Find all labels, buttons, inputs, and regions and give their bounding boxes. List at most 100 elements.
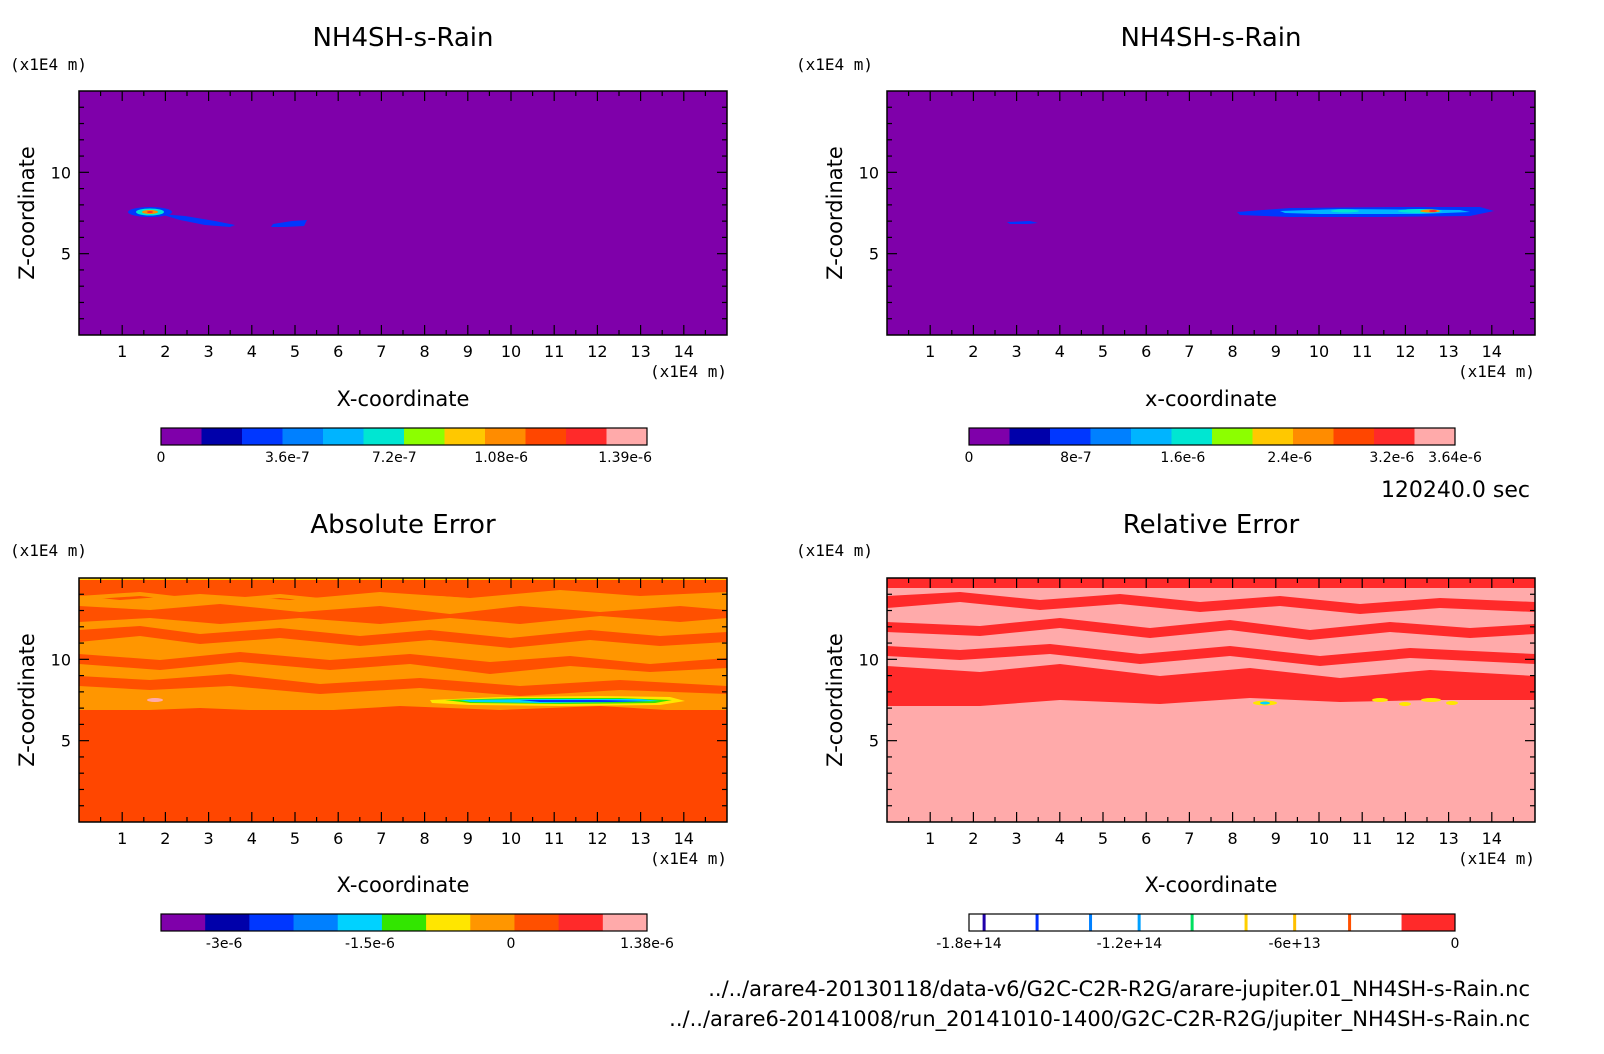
- colorbar-swatch: [525, 428, 567, 445]
- panel-title: Relative Error: [1123, 510, 1300, 540]
- x-tick-label: 5: [1098, 829, 1108, 848]
- colorbar-swatch: [514, 914, 560, 931]
- colorbar-swatch: [1414, 428, 1456, 445]
- x-tick-label: 12: [587, 342, 607, 361]
- feature-blob: [1446, 701, 1458, 705]
- field-features: [128, 207, 307, 227]
- colorbar-swatch: [1090, 428, 1132, 445]
- feature-band: [79, 710, 727, 822]
- y-axis-label: Z-coordinate: [15, 633, 39, 767]
- x-tick-label: 3: [204, 342, 214, 361]
- field-features: [887, 578, 1535, 706]
- x-tick-label: 3: [1012, 342, 1022, 361]
- colorbar: 0 3.6e-7 7.2e-7 1.08e-6 1.39e-6: [157, 427, 652, 466]
- x-tick-label: 1: [925, 342, 935, 361]
- x-tick-label: 11: [544, 829, 564, 848]
- feature-blob: [160, 214, 235, 227]
- y-unit-label: (x1E4 m): [796, 55, 873, 74]
- x-tick-label: 4: [247, 829, 257, 848]
- x-tick-label: 9: [1271, 342, 1281, 361]
- y-axis-label: Z-coordinate: [15, 146, 39, 280]
- colorbar-swatch: [1252, 428, 1294, 445]
- x-unit-label: (x1E4 m): [650, 849, 727, 868]
- colorbar-swatch: [363, 428, 405, 445]
- x-tick-label: 4: [247, 342, 257, 361]
- colorbar-swatch: [470, 914, 515, 931]
- colorbar-swatch: [1035, 914, 1039, 931]
- panel-title: NH4SH-s-Rain: [312, 23, 493, 53]
- colorbar-swatch: [1293, 914, 1297, 931]
- feature-band: [887, 644, 1535, 666]
- x-tick-label: 11: [1352, 829, 1372, 848]
- colorbar-swatch: [602, 914, 648, 931]
- y-tick-label: 5: [869, 732, 879, 751]
- x-unit-label: (x1E4 m): [1458, 849, 1535, 868]
- colorbar-swatch: [323, 428, 364, 445]
- colorbar-swatch: [1089, 914, 1093, 931]
- x-tick-label: 13: [630, 829, 650, 848]
- x-tick-label: 9: [1271, 829, 1281, 848]
- feature-band: [887, 618, 1535, 640]
- x-tick-label: 14: [1482, 829, 1502, 848]
- x-tick-label: 8: [1228, 342, 1238, 361]
- colorbar-frame: [160, 913, 648, 932]
- x-tick-label: 9: [463, 829, 473, 848]
- x-tick-label: 6: [333, 829, 343, 848]
- y-tick-label: 5: [61, 732, 71, 751]
- colorbar-swatch: [606, 428, 648, 445]
- colorbar-swatch: [1009, 428, 1051, 445]
- colorbar-swatch: [293, 914, 339, 931]
- colorbar-label: -3e-6: [206, 936, 243, 952]
- x-tick-label: 13: [1438, 342, 1458, 361]
- colorbar-label: 1.39e-6: [598, 450, 652, 466]
- colorbar-swatch: [381, 914, 427, 931]
- colorbar-swatch: [1293, 428, 1334, 445]
- x-tick-label: 8: [1228, 829, 1238, 848]
- y-unit-label: (x1E4 m): [10, 541, 87, 560]
- y-tick-label: 5: [61, 245, 71, 264]
- x-axis-label: X-coordinate: [337, 873, 470, 897]
- panel-title: Absolute Error: [310, 510, 496, 540]
- x-axis-label: X-coordinate: [337, 387, 470, 411]
- feature-band: [79, 652, 727, 674]
- y-axis-label: Z-coordinate: [823, 633, 847, 767]
- colorbar-swatch: [1244, 914, 1248, 931]
- x-tick-label: 14: [674, 342, 694, 361]
- colorbar-label: 3.6e-7: [265, 450, 310, 466]
- x-tick-label: 6: [1141, 342, 1151, 361]
- colorbar-swatch: [426, 914, 471, 931]
- feature-band: [79, 578, 727, 600]
- time-label: 120240.0 sec: [1381, 478, 1530, 503]
- y-axis-label: Z-coordinate: [823, 146, 847, 280]
- field-features: [1007, 207, 1494, 224]
- x-tick-label: 1: [117, 342, 127, 361]
- colorbar-swatch: [337, 914, 383, 931]
- colorbar-label: 0: [506, 936, 515, 952]
- panel-relative-error: Relative Error (x1E4 m) 1 2 3 4 5 6 7 8 9 10 11 12 1…: [796, 510, 1536, 952]
- x-tick-label: 14: [1482, 342, 1502, 361]
- x-tick-label: 10: [501, 829, 521, 848]
- feature-blob: [1260, 701, 1270, 705]
- x-tick-label: 4: [1055, 342, 1065, 361]
- colorbar-label: 3.2e-6: [1369, 450, 1414, 466]
- y-tick-label: 10: [51, 650, 71, 669]
- colorbar-swatch: [1333, 428, 1375, 445]
- feature-blob: [147, 698, 163, 702]
- colorbar-label: 1.08e-6: [474, 450, 528, 466]
- colorbar: -1.8e+14 -1.2e+14 -6e+13 0: [936, 913, 1459, 952]
- y-unit-label: (x1E4 m): [796, 541, 873, 560]
- x-tick-label: 1: [117, 829, 127, 848]
- x-tick-label: 11: [1352, 342, 1372, 361]
- panel-title: NH4SH-s-Rain: [1120, 23, 1301, 53]
- x-tick-label: 2: [160, 342, 170, 361]
- x-axis-label: X-coordinate: [1145, 873, 1278, 897]
- x-tick-label: 7: [376, 342, 386, 361]
- colorbar-swatch: [982, 914, 986, 931]
- colorbar-swatch: [242, 428, 283, 445]
- colorbar-swatch: [1131, 428, 1172, 445]
- x-tick-label: 5: [1098, 342, 1108, 361]
- x-tick-label: 8: [420, 829, 430, 848]
- colorbar-label: -1.2e+14: [1097, 936, 1163, 952]
- colorbar-label: -6e+13: [1269, 936, 1321, 952]
